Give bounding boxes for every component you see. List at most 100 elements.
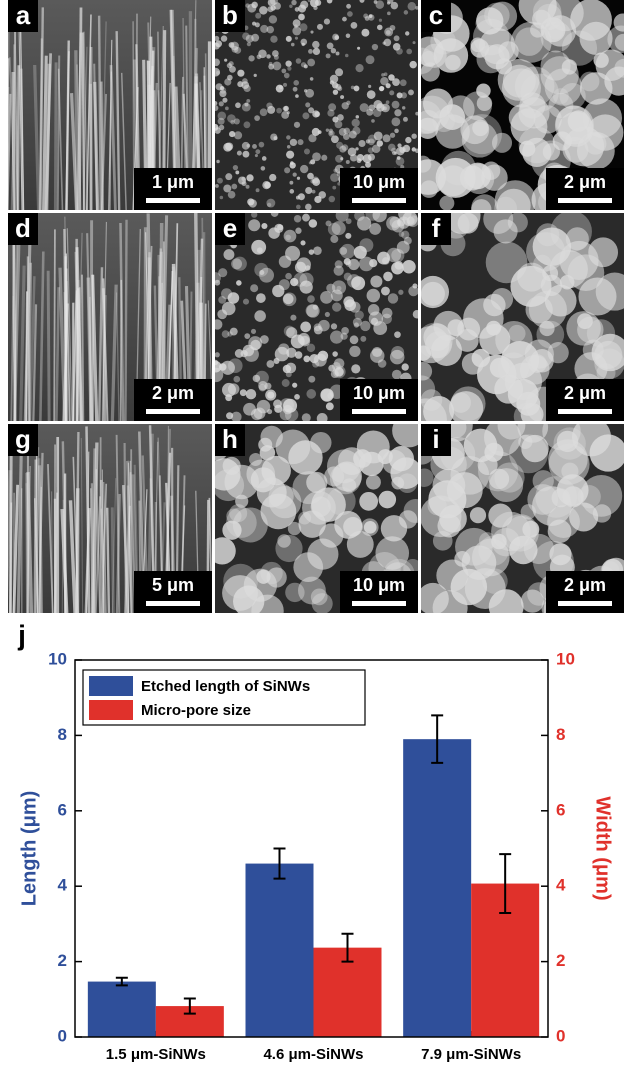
- nanowire-tip: [259, 6, 268, 15]
- nanowire-tip: [541, 21, 572, 52]
- x-tick-label: 7.9 μm-SiNWs: [421, 1046, 521, 1063]
- nanowire-tip: [342, 17, 347, 22]
- nanowire-tip: [317, 24, 323, 30]
- scale-bar: [146, 409, 200, 414]
- nanowire-tip: [352, 119, 360, 127]
- nanowire-tip: [417, 583, 449, 615]
- nanowire-tip: [264, 383, 271, 390]
- nanowire-tip: [289, 189, 294, 194]
- nanowire-tip: [291, 43, 295, 47]
- nanowire-tip: [377, 25, 383, 31]
- nanowire-tip: [349, 346, 360, 357]
- nanowire-tip: [227, 63, 232, 68]
- nanowire-tip: [228, 358, 243, 373]
- nanowire-tip: [233, 507, 268, 542]
- nanowire-tip: [304, 64, 308, 68]
- nanowire-tip: [398, 473, 418, 493]
- bar-chart: j02468100246810Length (μm)Width (μm)1.5 …: [17, 619, 614, 1063]
- nanowire-tip: [287, 67, 291, 71]
- nanowire-tip: [302, 112, 309, 119]
- y-axis-title: Length (μm): [18, 791, 40, 907]
- nanowire-tip: [519, 127, 556, 164]
- nanowire-tip: [246, 389, 256, 399]
- nanowire-tip: [547, 505, 580, 538]
- nanowire-tip: [533, 470, 554, 491]
- sem-image: b10 μm: [211, 0, 420, 213]
- nanowire-tip: [289, 181, 293, 185]
- nanowire-tip: [255, 13, 261, 19]
- nanowire-tip: [490, 358, 510, 378]
- nanowire-tip: [421, 389, 443, 411]
- nanowire-tip: [386, 100, 390, 104]
- nanowire-tip: [400, 79, 407, 86]
- nanowire-tip: [390, 133, 395, 138]
- nanowire-tip: [308, 134, 316, 142]
- nanowire-tip: [209, 537, 236, 564]
- nanowire-tip: [242, 32, 249, 39]
- nanowire-tip: [388, 74, 394, 80]
- nanowire-tip: [290, 315, 296, 321]
- nanowire-tip: [489, 589, 524, 624]
- nanowire-tip: [364, 521, 377, 534]
- nanowire-tip: [357, 216, 371, 230]
- sem-image: h10 μm: [204, 414, 428, 627]
- nanowire-tip: [243, 299, 249, 305]
- nanowire-tip: [325, 312, 330, 317]
- nanowire-tip: [283, 106, 288, 111]
- nanowire-tip: [294, 394, 300, 400]
- nanowire-tip: [286, 151, 294, 159]
- nanowire-tip: [355, 147, 358, 150]
- nanowire-tip: [234, 118, 240, 124]
- nanowire-tip: [305, 89, 314, 98]
- nanowire-tip: [233, 165, 238, 170]
- nanowire-tip: [431, 335, 462, 366]
- nanowire-tip: [486, 242, 528, 284]
- nanowire-tip: [251, 211, 257, 217]
- nanowire-tip: [234, 131, 242, 139]
- nanowire-tip: [295, 351, 303, 359]
- nanowire-tip: [215, 352, 220, 357]
- nanowire-tip: [264, 182, 271, 189]
- nanowire-tip: [354, 86, 360, 92]
- nanowire-tip: [488, 504, 512, 528]
- nanowire-tip: [350, 154, 357, 161]
- nanowire-tip: [217, 178, 223, 184]
- nanowire: [107, 508, 109, 613]
- nanowire-tip: [346, 4, 351, 9]
- nanowire-tip: [266, 54, 270, 58]
- nanowire-tip: [380, 77, 388, 85]
- nanowire: [35, 459, 36, 613]
- sem-image: d2 μm: [8, 213, 213, 421]
- nanowire-tip: [331, 135, 339, 143]
- nanowire-tip: [302, 413, 311, 422]
- nanowire-tip: [214, 36, 219, 41]
- nanowire-tip: [248, 219, 260, 231]
- scale-bar: [352, 198, 406, 203]
- nanowire-tip: [260, 108, 268, 116]
- nanowire-tip: [280, 398, 294, 412]
- nanowire-tip: [285, 60, 291, 66]
- nanowire-tip: [451, 386, 486, 421]
- nanowire-tip: [351, 22, 358, 29]
- nanowire-tip: [222, 98, 227, 103]
- nanowire-tip: [392, 370, 402, 380]
- sem-image: g5 μm: [6, 424, 212, 613]
- nanowire-tip: [310, 77, 314, 81]
- nanowire-tip: [359, 238, 373, 252]
- nanowire-tip: [331, 323, 337, 329]
- nanowire-tip: [391, 117, 400, 126]
- nanowire-tip: [292, 27, 301, 36]
- nanowire-tip: [290, 161, 294, 165]
- nanowire-tip: [366, 109, 373, 116]
- nanowire-tip: [381, 73, 385, 77]
- nanowire-tip: [246, 99, 250, 103]
- scale-bar: [558, 409, 612, 414]
- nanowire-tip: [223, 143, 232, 152]
- nanowire-tip: [329, 131, 333, 135]
- nanowire-tip: [332, 302, 341, 311]
- nanowire-tip: [343, 296, 354, 307]
- nanowire-tip: [306, 304, 319, 317]
- nanowire-tip: [413, 41, 416, 44]
- nanowire-tip: [235, 170, 239, 174]
- nanowire: [6, 58, 9, 210]
